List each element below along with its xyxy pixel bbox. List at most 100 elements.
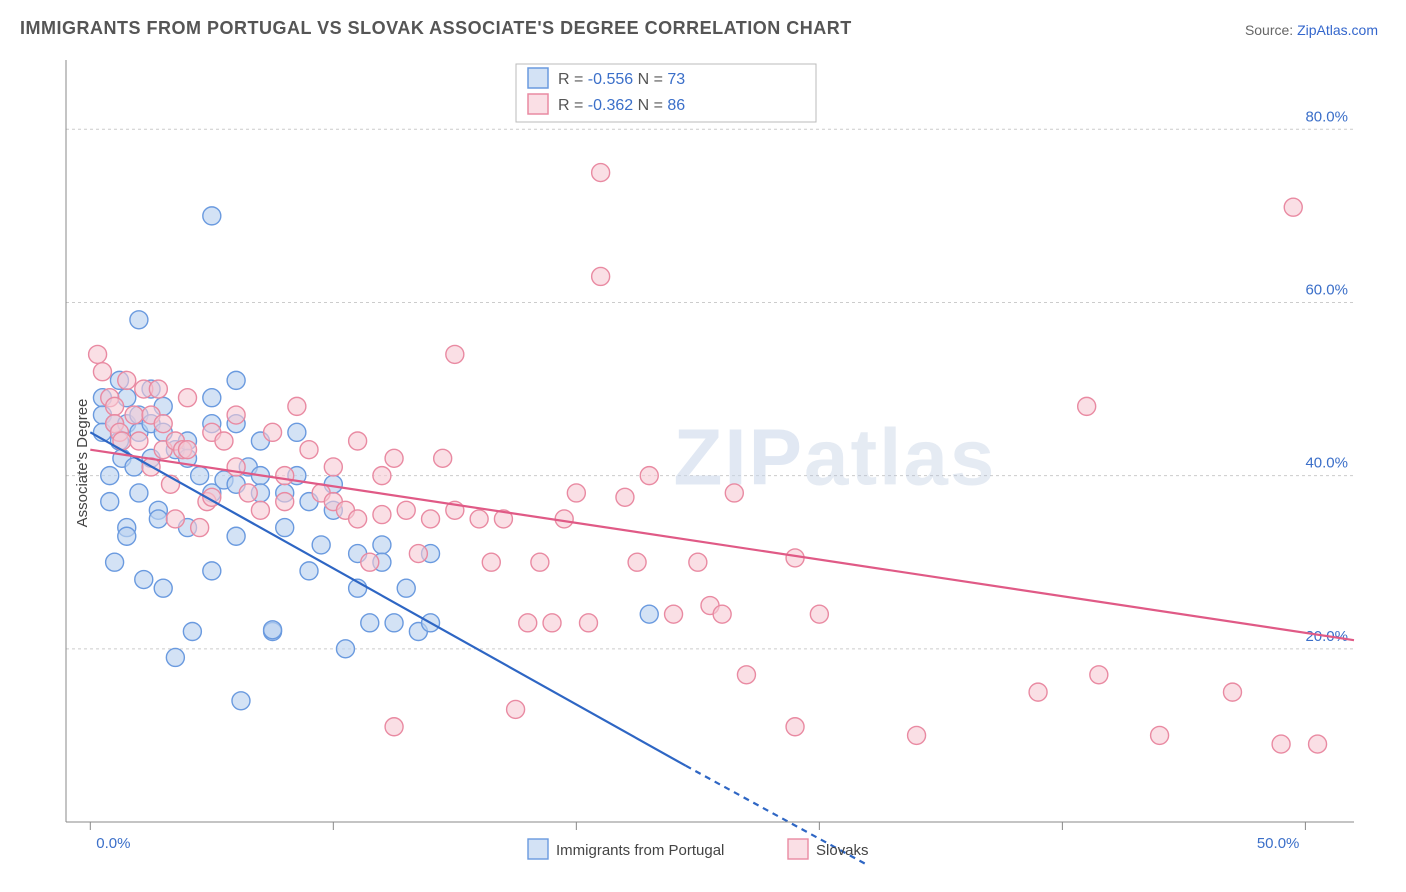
data-point-slovaks [324, 458, 342, 476]
data-point-slovaks [288, 397, 306, 415]
data-point-slovaks [1223, 683, 1241, 701]
data-point-portugal [640, 605, 658, 623]
y-tick-label: 80.0% [1305, 108, 1348, 125]
data-point-slovaks [300, 441, 318, 459]
data-point-portugal [385, 614, 403, 632]
data-point-slovaks [665, 605, 683, 623]
data-point-slovaks [276, 467, 294, 485]
data-point-slovaks [713, 605, 731, 623]
legend-bottom-swatch-slovaks [788, 839, 808, 859]
data-point-slovaks [1309, 735, 1327, 753]
data-point-slovaks [422, 510, 440, 528]
data-point-portugal [203, 207, 221, 225]
data-point-portugal [101, 467, 119, 485]
legend-bottom-label-portugal: Immigrants from Portugal [556, 842, 724, 859]
data-point-slovaks [349, 510, 367, 528]
data-point-portugal [361, 614, 379, 632]
data-point-slovaks [519, 614, 537, 632]
x-tick-label: 50.0% [1257, 835, 1300, 852]
legend-swatch-portugal [528, 68, 548, 88]
data-point-portugal [227, 371, 245, 389]
x-tick-label: 0.0% [96, 835, 130, 852]
data-point-slovaks [215, 432, 233, 450]
data-point-portugal [373, 536, 391, 554]
data-point-slovaks [385, 718, 403, 736]
data-point-slovaks [191, 519, 209, 537]
data-point-slovaks [264, 423, 282, 441]
data-point-portugal [154, 579, 172, 597]
data-point-slovaks [908, 726, 926, 744]
source-attribution: Source: ZipAtlas.com [1245, 22, 1378, 38]
data-point-slovaks [555, 510, 573, 528]
data-point-portugal [130, 484, 148, 502]
data-point-slovaks [1029, 683, 1047, 701]
data-point-portugal [276, 519, 294, 537]
data-point-portugal [149, 510, 167, 528]
data-point-slovaks [567, 484, 585, 502]
data-point-portugal [312, 536, 330, 554]
legend-bottom-swatch-portugal [528, 839, 548, 859]
data-point-slovaks [446, 345, 464, 363]
data-point-slovaks [179, 389, 197, 407]
data-point-slovaks [130, 432, 148, 450]
data-point-slovaks [154, 415, 172, 433]
watermark: ZIPatlas [674, 412, 997, 501]
data-point-slovaks [628, 553, 646, 571]
data-point-portugal [232, 692, 250, 710]
data-point-slovaks [531, 553, 549, 571]
data-point-slovaks [640, 467, 658, 485]
data-point-portugal [183, 623, 201, 641]
data-point-slovaks [470, 510, 488, 528]
data-point-slovaks [89, 345, 107, 363]
data-point-slovaks [543, 614, 561, 632]
data-point-portugal [264, 621, 282, 639]
data-point-slovaks [227, 406, 245, 424]
data-point-slovaks [434, 449, 452, 467]
data-point-portugal [227, 527, 245, 545]
data-point-slovaks [179, 441, 197, 459]
data-point-portugal [203, 562, 221, 580]
data-point-slovaks [118, 371, 136, 389]
source-prefix: Source: [1245, 22, 1297, 38]
data-point-portugal [300, 562, 318, 580]
data-point-slovaks [592, 267, 610, 285]
data-point-slovaks [786, 718, 804, 736]
data-point-slovaks [1284, 198, 1302, 216]
data-point-slovaks [106, 397, 124, 415]
data-point-slovaks [579, 614, 597, 632]
data-point-portugal [166, 648, 184, 666]
data-point-portugal [101, 493, 119, 511]
legend-swatch-slovaks [528, 94, 548, 114]
data-point-slovaks [616, 488, 634, 506]
data-point-slovaks [689, 553, 707, 571]
data-point-slovaks [349, 432, 367, 450]
data-point-slovaks [482, 553, 500, 571]
data-point-slovaks [1151, 726, 1169, 744]
correlation-stats-portugal: R = -0.556 N = 73 [558, 71, 685, 88]
data-point-slovaks [1090, 666, 1108, 684]
scatter-chart: 20.0%40.0%60.0%80.0%ZIPatlas0.0%50.0%R =… [18, 52, 1388, 874]
y-tick-label: 60.0% [1305, 281, 1348, 298]
data-point-slovaks [409, 545, 427, 563]
data-point-portugal [288, 423, 306, 441]
data-point-slovaks [1272, 735, 1290, 753]
legend-bottom-label-slovaks: Slovaks [816, 842, 869, 859]
data-point-slovaks [149, 380, 167, 398]
data-point-slovaks [93, 363, 111, 381]
data-point-slovaks [373, 506, 391, 524]
data-point-slovaks [507, 700, 525, 718]
y-tick-label: 40.0% [1305, 455, 1348, 472]
source-link[interactable]: ZipAtlas.com [1297, 22, 1378, 38]
data-point-slovaks [397, 501, 415, 519]
data-point-slovaks [361, 553, 379, 571]
data-point-portugal [130, 311, 148, 329]
data-point-slovaks [239, 484, 257, 502]
data-point-portugal [336, 640, 354, 658]
y-axis-label: Associate's Degree [74, 399, 91, 528]
data-point-portugal [106, 553, 124, 571]
data-point-slovaks [373, 467, 391, 485]
data-point-slovaks [385, 449, 403, 467]
data-point-portugal [118, 527, 136, 545]
data-point-slovaks [166, 510, 184, 528]
data-point-slovaks [276, 493, 294, 511]
